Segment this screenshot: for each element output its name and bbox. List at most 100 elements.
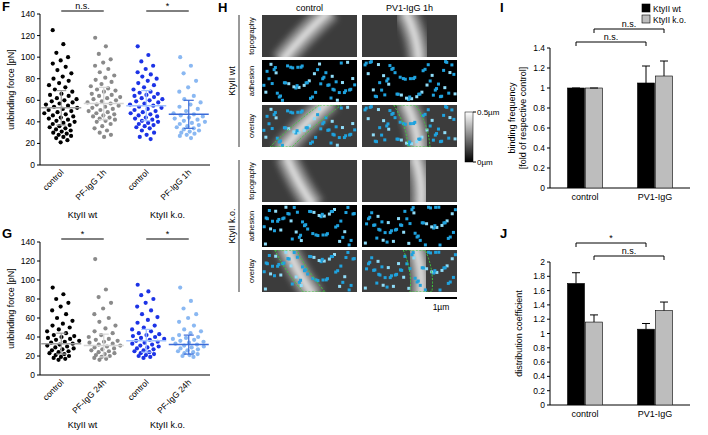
point [182, 71, 186, 75]
adhesion-event [400, 94, 403, 97]
adhesion-event [447, 282, 450, 285]
adhesion-event [368, 261, 371, 264]
y-tick-label: 120 [21, 31, 35, 41]
point [136, 113, 140, 117]
point [104, 287, 108, 291]
adhesion-event [328, 83, 331, 86]
adhesion-event [407, 242, 410, 245]
point [178, 122, 182, 126]
adhesion-event [301, 265, 304, 268]
point [51, 131, 55, 135]
adhesion-event [279, 95, 282, 98]
y-tick [547, 48, 550, 49]
point [69, 128, 73, 132]
error-cap [99, 334, 109, 335]
point [151, 123, 155, 127]
bar [586, 322, 603, 405]
adhesion-event [268, 77, 271, 80]
significance: n.s. [604, 32, 619, 42]
point [177, 333, 181, 337]
panel-letter: I [500, 0, 504, 15]
figure: F020406080100120140unbinding force [pN]c… [0, 0, 708, 435]
point [197, 123, 201, 127]
row-bracket [239, 160, 240, 292]
adhesion-event [397, 93, 400, 96]
topography-ridge [286, 160, 315, 202]
adhesion-event [269, 272, 272, 275]
category-label: control [571, 192, 598, 202]
row-label: KtyII k.o. [227, 208, 237, 243]
adhesion-event [377, 63, 380, 66]
y-tick [547, 128, 550, 129]
y-tick [37, 78, 40, 79]
point [109, 57, 113, 61]
adhesion-event [400, 224, 403, 227]
point [97, 320, 101, 324]
point [92, 356, 96, 360]
adhesion-event [384, 276, 387, 279]
panel-letter: G [2, 226, 12, 241]
adhesion-event [437, 251, 440, 254]
point [109, 301, 113, 305]
point [138, 135, 142, 139]
y-tick-label: 140 [21, 9, 35, 19]
y-tick-label: 2 [540, 257, 545, 267]
adhesion-event [344, 134, 347, 137]
point [114, 98, 118, 102]
error-bar [99, 334, 109, 357]
adhesion-event [341, 126, 344, 129]
adhesion-event [403, 210, 406, 213]
significance: n.s. [622, 246, 637, 256]
adhesion-event [443, 131, 446, 134]
adhesion-event [412, 211, 415, 214]
y-tick [547, 319, 550, 320]
point [46, 336, 50, 340]
point [77, 339, 81, 343]
x-axis [40, 375, 210, 376]
y-tick-label: 80 [26, 294, 36, 304]
adhesion-event [370, 60, 373, 63]
adhesion-event [349, 133, 352, 136]
point [97, 94, 101, 98]
adhesion-event [440, 140, 443, 143]
error-cap [141, 90, 151, 91]
point [134, 99, 138, 103]
point [194, 312, 198, 316]
point [135, 305, 139, 309]
y-tick-label: 1.2 [533, 63, 545, 73]
adhesion-event [271, 265, 274, 268]
adhesion-event [309, 142, 312, 145]
adhesion-event [440, 224, 443, 227]
adhesion-event [322, 121, 325, 124]
adhesion-event [350, 239, 353, 242]
point [51, 113, 55, 117]
error-stem [188, 335, 189, 354]
adhesion-event [304, 268, 307, 271]
adhesion-event [451, 212, 454, 215]
error-bar [660, 302, 668, 311]
point [150, 343, 154, 347]
point [65, 138, 69, 142]
adhesion-event [400, 139, 403, 142]
adhesion-event [364, 242, 367, 245]
point [64, 65, 68, 69]
adhesion-event [301, 109, 304, 112]
adhesion-event [330, 97, 333, 100]
adhesion-event [279, 140, 282, 143]
adhesion-event [447, 137, 450, 140]
point [146, 289, 150, 293]
adhesion-event [324, 71, 327, 74]
point [139, 293, 143, 297]
scale-bar-label: 1µm [433, 302, 450, 312]
border-contour [270, 105, 341, 147]
y-tick [37, 121, 40, 122]
adhesion-event [377, 215, 380, 218]
error-stem [664, 61, 665, 76]
adhesion-event [392, 67, 395, 70]
point [87, 109, 91, 113]
adhesion-event [382, 74, 385, 77]
adhesion-event [314, 136, 317, 139]
point [54, 136, 58, 140]
adhesion-event [434, 251, 437, 254]
point [148, 112, 152, 116]
